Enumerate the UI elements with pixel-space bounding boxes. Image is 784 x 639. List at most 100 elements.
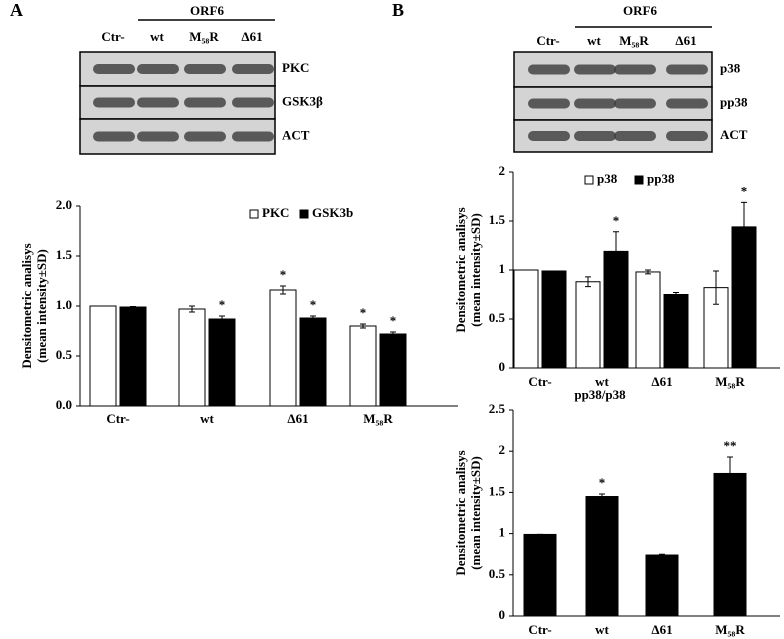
bar <box>299 317 327 407</box>
y-tick-label: 2.0 <box>56 197 72 212</box>
x-tick-label: M₅₈R <box>363 411 393 426</box>
error-bar <box>713 270 719 305</box>
bar <box>178 308 206 407</box>
error-bar <box>599 493 605 500</box>
blot-band <box>184 97 226 108</box>
x-tick-label: Ctr- <box>528 374 551 389</box>
legend-swatch <box>584 175 594 185</box>
blot-band <box>614 64 656 75</box>
y-tick-label: 1.0 <box>56 297 72 312</box>
y-tick-label: 0.5 <box>56 347 73 362</box>
error-bar <box>219 315 225 323</box>
bar <box>575 281 601 369</box>
y-tick-label: 1 <box>499 525 506 540</box>
lane-label: M₅₈R <box>619 33 649 48</box>
y-tick-label: 1.5 <box>489 483 506 498</box>
significance: * <box>310 297 317 312</box>
bar <box>379 333 407 407</box>
y-tick-label: 2 <box>499 442 506 457</box>
bar <box>208 318 236 407</box>
blot-band <box>184 64 226 74</box>
x-tick-label: M₅₈R <box>715 622 745 637</box>
error-bar <box>727 456 733 491</box>
legend-swatch <box>249 209 259 219</box>
significance: * <box>360 305 367 320</box>
significance: * <box>599 475 606 490</box>
error-bar <box>130 306 136 308</box>
y-tick-label: 0.5 <box>489 310 506 325</box>
y-label-line: Densitometric analisys <box>453 207 468 332</box>
x-tick-label: Δ61 <box>651 622 672 637</box>
row-label: GSK3β <box>282 93 323 108</box>
x-tick-label: Ctr- <box>106 411 129 426</box>
blot-band <box>614 98 656 109</box>
legend-label: pp38 <box>647 171 675 186</box>
blot-band <box>574 64 616 75</box>
lane-label: Δ61 <box>241 29 262 44</box>
blot-band <box>184 131 226 142</box>
error-bar <box>280 285 286 295</box>
bar <box>645 554 679 617</box>
row-label: p38 <box>720 60 741 75</box>
panel-label: B <box>392 0 404 20</box>
bar <box>523 533 557 617</box>
y-label-line: (mean intensity±SD) <box>468 456 483 570</box>
lane-label: wt <box>150 29 164 44</box>
lane-label: M₅₈R <box>189 29 219 44</box>
x-tick-label: wt <box>595 622 609 637</box>
error-bar <box>659 553 665 557</box>
x-tick-label: Δ61 <box>651 374 672 389</box>
y-label-line: (mean intensity±SD) <box>468 213 483 327</box>
significance: * <box>613 213 620 228</box>
bar <box>635 271 661 369</box>
error-bar <box>673 292 679 297</box>
lane-label: Ctr- <box>101 29 124 44</box>
bar <box>349 325 377 407</box>
error-bar <box>613 231 619 272</box>
lane-label: Δ61 <box>675 33 696 48</box>
blot-band <box>232 97 274 108</box>
bar <box>541 270 567 369</box>
bar <box>269 289 297 407</box>
blot-band <box>137 64 179 74</box>
blot-band <box>137 97 179 108</box>
error-bar <box>585 276 591 288</box>
error-bar <box>741 201 747 252</box>
bar <box>513 269 539 369</box>
error-bar <box>310 315 316 321</box>
lane-label: Ctr- <box>536 33 559 48</box>
y-tick-label: 1 <box>499 261 506 276</box>
y-tick-label: 1.5 <box>56 247 73 262</box>
blot-band <box>232 131 274 142</box>
y-axis-label: Densitometric analisys (mean intensity±SD… <box>453 450 483 575</box>
x-tick-label: wt <box>200 411 214 426</box>
group-label: ORF6 <box>623 3 657 18</box>
y-label-line: Densitometric analisys <box>19 243 34 368</box>
significance: * <box>741 183 748 198</box>
blot-band <box>614 131 656 141</box>
blot-band <box>528 64 570 75</box>
bar <box>119 306 147 407</box>
legend-label: PKC <box>262 205 289 220</box>
x-tick-label: Δ61 <box>287 411 308 426</box>
significance: * <box>280 267 287 282</box>
blot-band <box>666 98 708 109</box>
bar <box>663 294 689 369</box>
y-tick-label: 2.5 <box>489 401 506 416</box>
y-label-line: Densitometric analisys <box>453 450 468 575</box>
blot-band <box>232 64 274 74</box>
blot-band <box>528 131 570 141</box>
blot-band <box>528 98 570 109</box>
group-label: ORF6 <box>190 3 224 18</box>
significance: ** <box>724 438 737 453</box>
legend-swatch <box>299 209 309 219</box>
blot-band <box>137 131 179 142</box>
legend-label: p38 <box>597 171 618 186</box>
significance: * <box>219 297 226 312</box>
legend-label: GSK3b <box>312 205 353 220</box>
panel-label: A <box>10 0 23 20</box>
y-tick-label: 0.0 <box>56 397 72 412</box>
blot-band <box>93 97 135 108</box>
error-bar <box>645 269 651 275</box>
